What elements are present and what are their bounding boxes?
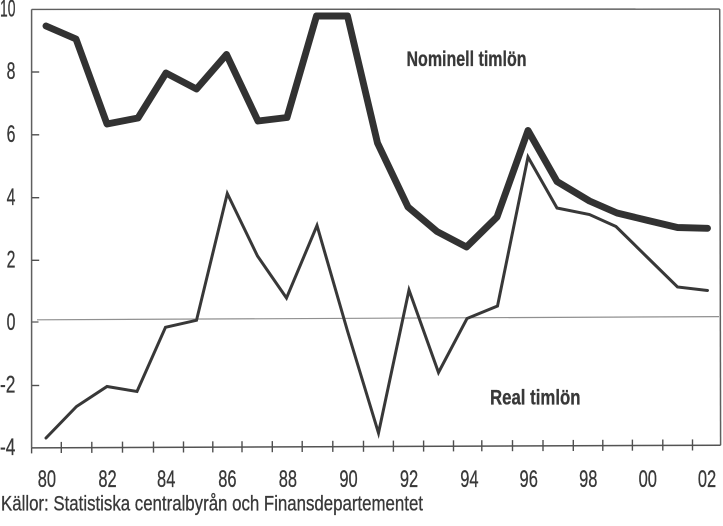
svg-text:94: 94 <box>460 466 478 493</box>
svg-text:0: 0 <box>7 309 16 336</box>
svg-text:4: 4 <box>7 184 16 211</box>
svg-text:98: 98 <box>579 466 597 493</box>
svg-text:2: 2 <box>7 247 16 274</box>
svg-text:Källor: Statistiska centralbyr: Källor: Statistiska centralbyrån och Fin… <box>1 493 423 516</box>
svg-text:-4: -4 <box>0 434 15 461</box>
svg-text:00: 00 <box>639 466 657 493</box>
svg-text:8: 8 <box>7 58 16 85</box>
svg-text:6: 6 <box>7 121 16 148</box>
svg-text:Real timlön: Real timlön <box>490 387 581 410</box>
svg-text:80: 80 <box>38 466 56 493</box>
svg-text:Nominell timlön: Nominell timlön <box>407 48 527 71</box>
svg-text:82: 82 <box>98 466 116 493</box>
svg-text:86: 86 <box>218 466 236 493</box>
svg-text:-2: -2 <box>0 372 15 399</box>
svg-text:96: 96 <box>520 466 538 493</box>
svg-text:92: 92 <box>400 466 418 493</box>
svg-text:10: 10 <box>0 0 15 23</box>
svg-text:02: 02 <box>698 466 716 493</box>
svg-text:88: 88 <box>279 466 297 493</box>
svg-text:84: 84 <box>157 466 175 493</box>
svg-text:90: 90 <box>339 466 357 493</box>
